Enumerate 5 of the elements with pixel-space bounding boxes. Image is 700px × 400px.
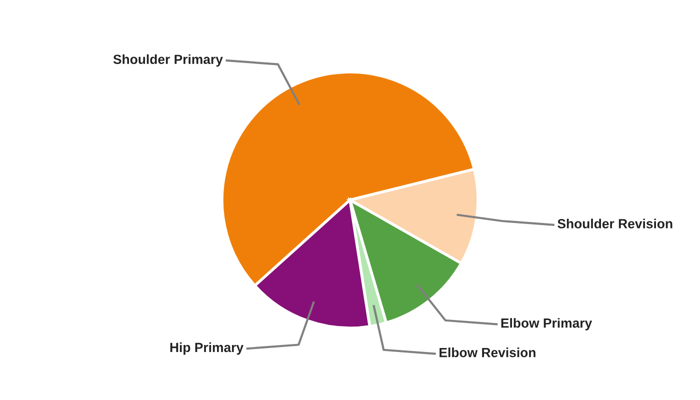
slice-label: Elbow Primary (501, 318, 592, 330)
slice-label: Hip Primary (170, 342, 244, 355)
slice-label: Shoulder Revision (558, 218, 672, 228)
slice-label: Elbow Revision (440, 348, 536, 358)
slice-label: Shoulder Primary (113, 54, 223, 67)
